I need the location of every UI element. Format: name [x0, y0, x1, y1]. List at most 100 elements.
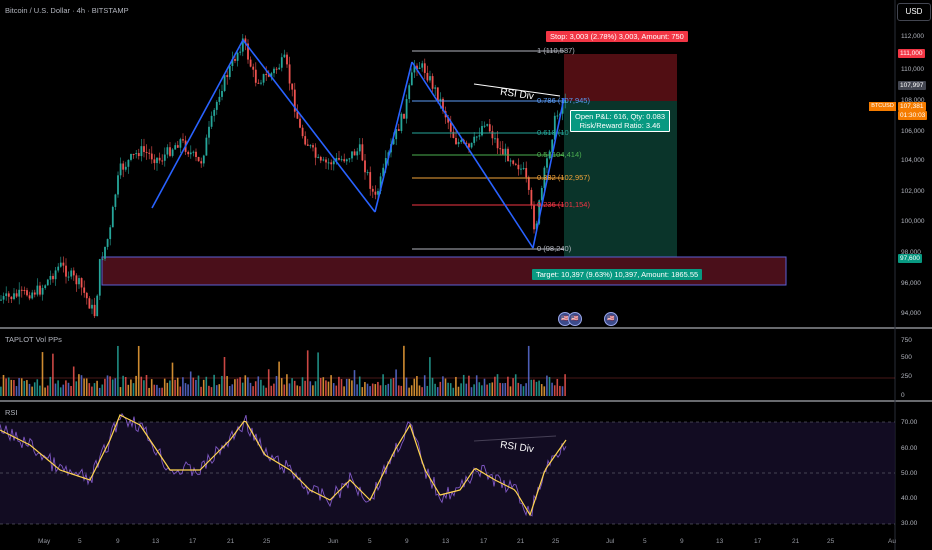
- candle-body: [345, 159, 348, 162]
- candle-body: [273, 68, 275, 74]
- candle-body: [234, 58, 236, 61]
- volume-bar: [200, 386, 202, 396]
- rsi-axis-label: 70.00: [901, 419, 918, 426]
- candle-body: [127, 159, 130, 167]
- volume-bar: [356, 384, 358, 396]
- price-axis-label: 106,000: [901, 128, 925, 135]
- volume-bar: [335, 385, 338, 396]
- candle-body: [179, 139, 182, 148]
- volume-bar: [533, 379, 535, 396]
- candle-body: [104, 246, 106, 259]
- volume-bar: [101, 384, 104, 396]
- volume-bar: [452, 387, 455, 396]
- rsi-pane-label[interactable]: RSI: [5, 408, 18, 417]
- candle-body: [205, 137, 208, 156]
- volume-bar: [465, 383, 468, 396]
- candle-body: [522, 168, 525, 170]
- candle-body: [231, 58, 234, 67]
- price-axis-label: 102,000: [901, 188, 925, 195]
- candle-body: [280, 57, 283, 68]
- candle-body: [85, 292, 88, 299]
- event-flag-icon[interactable]: 🇺🇸: [604, 312, 618, 326]
- volume-bar: [543, 386, 546, 396]
- volume-bar: [436, 387, 439, 396]
- volume-bar: [187, 384, 189, 396]
- candle-body: [288, 64, 291, 84]
- candle-body: [72, 270, 75, 276]
- volume-bar: [447, 382, 449, 396]
- candle-body: [491, 131, 494, 139]
- volume-bar: [114, 378, 117, 396]
- volume-bar: [403, 345, 405, 396]
- candle-body: [46, 279, 49, 286]
- volume-bar: [431, 377, 434, 396]
- volume-bar: [83, 378, 85, 396]
- candle-body: [218, 96, 221, 102]
- candle-body: [317, 156, 320, 158]
- candle-body: [41, 287, 44, 295]
- candle-body: [169, 147, 171, 156]
- candle-body: [335, 157, 338, 162]
- volume-pane-label[interactable]: TAPLOT Vol PPs: [5, 335, 62, 344]
- volume-bar: [418, 385, 421, 396]
- volume-bar: [416, 376, 418, 396]
- volume-bar: [390, 378, 392, 396]
- symbol-title[interactable]: Bitcoin / U.S. Dollar · 4h · BITSTAMP: [5, 6, 129, 15]
- rsi-axis-label: 50.00: [901, 470, 918, 477]
- volume-bar: [306, 350, 309, 396]
- volume-bar: [46, 385, 49, 396]
- candle-body: [15, 293, 18, 297]
- candle-body: [408, 85, 411, 100]
- stop-zone[interactable]: [564, 54, 677, 101]
- candle-body: [208, 126, 210, 138]
- candle-body: [429, 76, 431, 81]
- volume-bar: [530, 379, 533, 396]
- candle-body: [296, 111, 299, 119]
- volume-bar: [252, 386, 254, 396]
- candle-body: [556, 115, 559, 117]
- volume-bar: [322, 377, 325, 396]
- volume-bar: [36, 379, 39, 396]
- stop-label[interactable]: Stop: 3,003 (2.78%) 3,003, Amount: 750: [546, 31, 688, 42]
- volume-bar: [286, 374, 288, 396]
- time-axis-label: Jun: [328, 538, 339, 545]
- volume-bar: [13, 380, 15, 396]
- volume-bar: [478, 382, 481, 396]
- candle-body: [171, 149, 174, 156]
- volume-bar: [148, 387, 150, 396]
- risk-reward-text: Risk/Reward Ratio: 3.46: [579, 121, 661, 130]
- candle-body: [418, 67, 421, 69]
- candle-body: [158, 157, 161, 161]
- event-flag-icon[interactable]: 🇺🇸: [568, 312, 582, 326]
- volume-bar: [273, 383, 275, 396]
- rsi-axis-label: 30.00: [901, 520, 918, 527]
- wave-segment: [242, 39, 376, 213]
- volume-bar: [226, 376, 228, 396]
- volume-bar: [387, 383, 390, 396]
- volume-bar: [234, 379, 236, 396]
- volume-bar: [397, 385, 400, 396]
- candle-body: [540, 187, 543, 201]
- candle-body: [306, 144, 309, 146]
- volume-bar: [358, 376, 361, 396]
- volume-bar: [145, 375, 148, 396]
- time-axis-label: 21: [227, 538, 235, 545]
- volume-bar: [377, 381, 379, 396]
- elliott-wave-lines[interactable]: [151, 39, 565, 442]
- candle-body: [481, 126, 483, 136]
- volume-bar: [496, 374, 499, 396]
- candle-body: [39, 285, 41, 295]
- target-label[interactable]: Target: 10,397 (9.63%) 10,397, Amount: 1…: [532, 269, 703, 280]
- time-axis-label: 5: [368, 538, 372, 545]
- open-pnl-box[interactable]: Open P&L: 616, Qty: 0.083 Risk/Reward Ra…: [570, 110, 671, 132]
- last-price-tag: 107,381: [898, 102, 926, 111]
- currency-button[interactable]: USD: [897, 3, 931, 21]
- volume-bar: [319, 377, 322, 396]
- candle-body: [130, 153, 132, 160]
- volume-bar: [348, 378, 351, 396]
- candle-body: [54, 270, 57, 280]
- candle-body: [397, 129, 400, 131]
- candle-body: [117, 175, 119, 195]
- volume-bar: [153, 384, 156, 396]
